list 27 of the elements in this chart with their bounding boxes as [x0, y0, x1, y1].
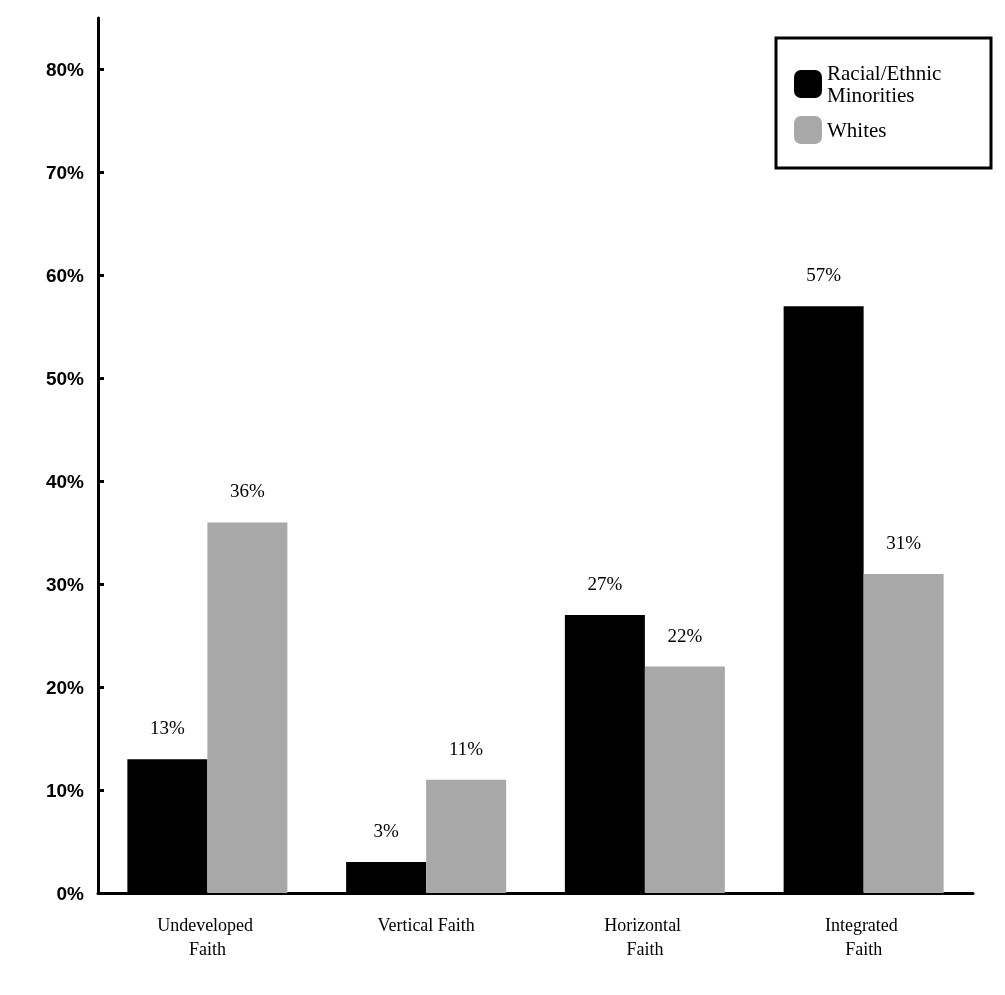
y-tick-label: 60%	[45, 264, 85, 286]
data-label: 27%	[587, 573, 623, 595]
y-tick-label: 0%	[56, 882, 85, 904]
y-tick-label: 10%	[45, 779, 85, 801]
data-label: 57%	[806, 264, 842, 286]
data-label: 11%	[449, 737, 484, 759]
legend-label: Racial/Ethnic Minorities	[827, 61, 947, 107]
data-label: 3%	[373, 820, 399, 842]
y-tick-label: 40%	[45, 470, 85, 492]
x-tick-label: Undeveloped Faith	[157, 915, 258, 959]
bar	[644, 666, 725, 893]
x-tick-label: Vertical Faith	[377, 915, 475, 935]
data-label: 36%	[229, 480, 265, 502]
data-label: 22%	[667, 624, 703, 646]
y-tick-label: 20%	[45, 676, 85, 698]
y-tick-label: 80%	[45, 58, 85, 80]
y-tick-label: 30%	[45, 573, 85, 595]
bar	[207, 522, 288, 893]
data-label: 31%	[886, 531, 922, 553]
x-tick-label: Integrated Faith	[824, 915, 903, 959]
bar	[426, 779, 507, 893]
y-tick-label: 50%	[45, 367, 85, 389]
x-tick-label: Horizontal Faith	[604, 915, 686, 959]
legend-label: Whites	[827, 118, 887, 142]
bar	[863, 573, 944, 893]
data-label: 13%	[149, 717, 185, 739]
y-tick-label: 70%	[45, 161, 85, 183]
